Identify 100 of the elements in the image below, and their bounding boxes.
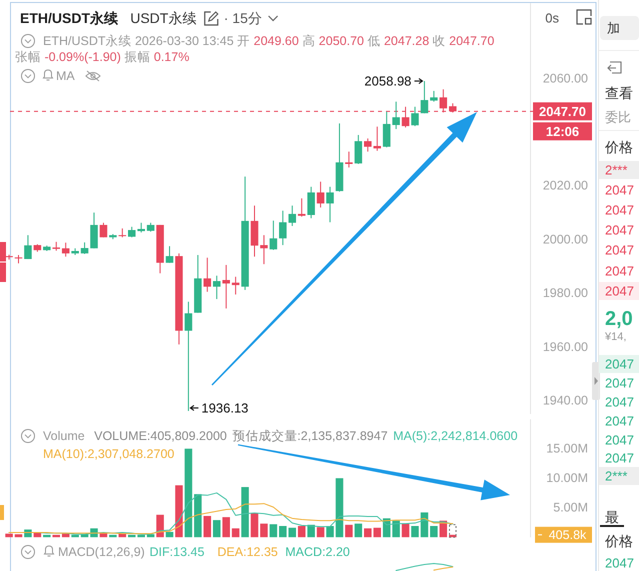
candlestick: [373, 126, 381, 152]
ref-line-label: 2047.70: [539, 104, 586, 119]
candlestick: [232, 276, 240, 295]
annotation: 预估成交量:2,135,837.8947: [232, 428, 388, 443]
text: 2047: [605, 264, 634, 278]
bar: [241, 487, 249, 538]
candlestick: [364, 138, 372, 152]
y-tick-label: 10.00M: [546, 471, 588, 486]
text: 2047: [605, 222, 634, 238]
bar: [194, 494, 202, 538]
bar: [232, 528, 240, 538]
text: 2,0: [605, 308, 633, 330]
annotation: VOLUME:405,809.2000: [94, 429, 227, 443]
candlestick: [100, 222, 108, 238]
y-tick-label: 1960.00: [542, 340, 588, 354]
bar: [166, 532, 174, 538]
candlestick: [430, 90, 438, 102]
candlestick: [298, 198, 306, 218]
bar: [184, 448, 192, 538]
annotation: 1936.13: [201, 400, 248, 416]
text: ETH/USDT永续 2026-03-30 13:45 开 2049.60 高 2050.70 低 2047.28 收 2047.70: [43, 34, 494, 48]
candlestick: [411, 106, 419, 127]
candlestick: [62, 242, 70, 258]
annotation: MA: [56, 69, 76, 83]
candlestick: [222, 264, 230, 309]
bar: [62, 534, 70, 538]
text: 2***: [605, 468, 628, 484]
annotation: 405.8k: [548, 528, 588, 542]
chart-title: MACD(12,26,9): [58, 545, 145, 559]
bar: [364, 528, 372, 538]
text: 2047: [605, 356, 634, 372]
bar: [354, 524, 362, 538]
text: DEA:12.35: [217, 545, 278, 559]
text: 2047: [605, 182, 634, 198]
text: 委比: [605, 110, 631, 124]
bar: [288, 528, 296, 538]
y-tick-label: 2020.00: [542, 178, 588, 193]
text: MA(10):2,307,048.2700: [43, 447, 174, 461]
y-tick-label: 5.00M: [553, 500, 588, 515]
bar: [204, 516, 212, 538]
candlestick: [128, 226, 136, 238]
bar: [222, 517, 230, 538]
candlestick: [204, 257, 212, 292]
bar: [175, 485, 183, 538]
candlestick: [24, 234, 32, 260]
candlestick: [118, 228, 126, 238]
y-tick-label: 15.00M: [546, 442, 588, 456]
bar: [448, 524, 457, 538]
annotation: 2058.98: [364, 74, 412, 89]
text: 2047: [605, 450, 634, 466]
candlestick: [307, 186, 315, 219]
annotation: 0s: [545, 10, 560, 26]
candlestick: [420, 80, 428, 114]
candlestick: [279, 210, 287, 246]
text: 2047: [605, 242, 634, 258]
bar: [279, 526, 287, 538]
text: 2047: [605, 394, 634, 410]
y-tick-label: 1980.00: [542, 286, 588, 300]
candlestick: [345, 151, 353, 168]
bar: [212, 520, 221, 538]
text: 2047: [605, 556, 634, 570]
candlestick: [316, 181, 324, 208]
bar: [402, 524, 410, 538]
text: Volume: [43, 429, 85, 443]
text: 2047: [605, 432, 634, 448]
bar: [270, 524, 278, 538]
y-tick-label: 2060.00: [542, 71, 588, 86]
text: 查看: [605, 85, 633, 101]
text: 2047: [605, 376, 634, 390]
candlestick: [326, 186, 334, 223]
candlestick: [212, 275, 221, 300]
line-series: [8, 503, 454, 534]
annotation: · 15分: [224, 10, 262, 26]
text: 价格: [604, 533, 633, 549]
y-tick-label: 1940.00: [542, 394, 588, 408]
annotation: 12:06: [546, 124, 580, 139]
candlestick: [166, 246, 174, 264]
text: USDT永续: [130, 10, 196, 26]
text: MA(5):2,242,814.0600: [393, 429, 518, 443]
candlestick: [382, 111, 390, 148]
annotation: 张幅 -0.09%(-1.90) 振幅 0.17%: [15, 50, 190, 64]
candlestick: [288, 205, 296, 227]
text: 2047: [605, 414, 634, 428]
text: 加: [607, 20, 620, 36]
text: ETH/USDT永续: [20, 10, 119, 26]
bar: [430, 526, 438, 538]
bar: [392, 520, 400, 538]
bar: [298, 526, 306, 538]
candlestick: [270, 220, 278, 250]
text: DIF:13.45: [150, 545, 204, 559]
bar: [373, 528, 381, 538]
text: 最: [605, 509, 619, 525]
candlestick: [14, 254, 22, 264]
candlestick: [137, 222, 145, 233]
candlestick: [354, 134, 362, 164]
bar: [345, 524, 353, 538]
bar: [316, 527, 324, 538]
text: 2047: [605, 284, 634, 298]
text: MACD:2.20: [285, 545, 350, 559]
y-tick-label: 2000.00: [542, 232, 588, 246]
